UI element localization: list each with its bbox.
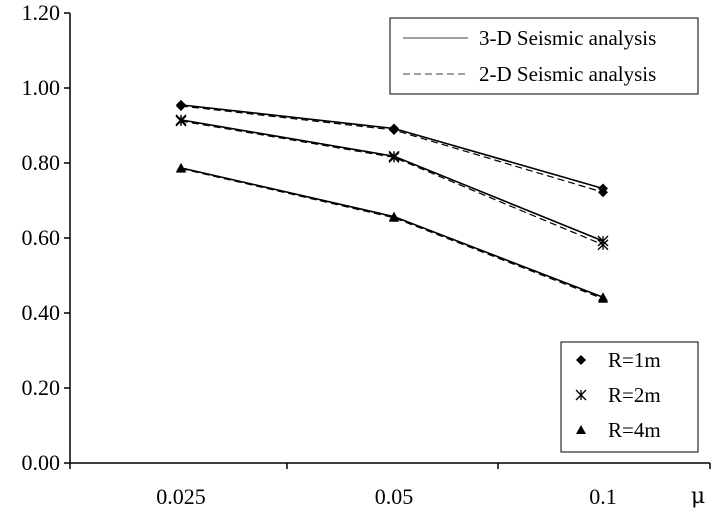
legend-entry-label: R=4m: [608, 418, 661, 442]
star-marker: [388, 151, 400, 163]
y-tick-label: 0.20: [22, 375, 61, 400]
x-tick-label: 0.025: [156, 484, 206, 509]
axes: [64, 12, 711, 469]
series-r-4m-solid: [176, 162, 608, 302]
legend-entry-label: R=1m: [608, 348, 661, 372]
series-r-4m-dashed: [176, 163, 608, 303]
x-tick-label: 0.1: [589, 484, 617, 509]
triangle-marker: [176, 163, 186, 173]
legend-markers: R=1m R=2m R=4m: [560, 341, 699, 453]
series-line: [180, 105, 604, 193]
y-tick-label: 1.00: [22, 75, 61, 100]
legend-entry-label: 3-D Seismic analysis: [479, 26, 656, 50]
series-r-1m-dashed: [176, 101, 608, 198]
x-axis-label: μ: [691, 484, 705, 509]
triangle-marker: [598, 293, 608, 303]
star-marker: [175, 115, 187, 127]
diamond-marker: [176, 101, 186, 111]
y-tick-label: 0.00: [22, 450, 61, 475]
series-line: [180, 168, 604, 300]
line-legend-box: [389, 17, 699, 95]
series-r-2m-solid: [175, 114, 609, 247]
series-line: [180, 167, 604, 298]
series-r-2m-dashed: [175, 115, 609, 251]
series-line: [180, 120, 604, 246]
series-line: [180, 104, 604, 190]
x-tick-labels: 0.025 0.05 0.1: [156, 484, 617, 509]
y-tick-labels: 0.00 0.20 0.40 0.60 0.80 1.00 1.20: [22, 0, 61, 475]
y-tick-label: 1.20: [22, 0, 61, 25]
legend-entry-label: R=2m: [608, 383, 661, 407]
triangle-marker: [576, 425, 586, 434]
y-tick-label: 0.40: [22, 300, 61, 325]
series-line: [180, 119, 604, 242]
diamond-marker: [389, 125, 399, 135]
triangle-marker: [389, 212, 399, 222]
star-marker: [597, 239, 609, 251]
legend-entry-label: 2-D Seismic analysis: [479, 62, 656, 86]
y-tick-label: 0.80: [22, 150, 61, 175]
series-layer: [175, 99, 609, 303]
y-tick-label: 0.60: [22, 225, 61, 250]
diamond-marker: [598, 187, 608, 198]
x-tick-label: 0.05: [375, 484, 414, 509]
star-marker: [575, 389, 587, 401]
legend-line-styles: 3-D Seismic analysis 2-D Seismic analysis: [389, 17, 699, 95]
diamond-marker: [576, 355, 586, 365]
series-r-1m-solid: [176, 99, 608, 194]
